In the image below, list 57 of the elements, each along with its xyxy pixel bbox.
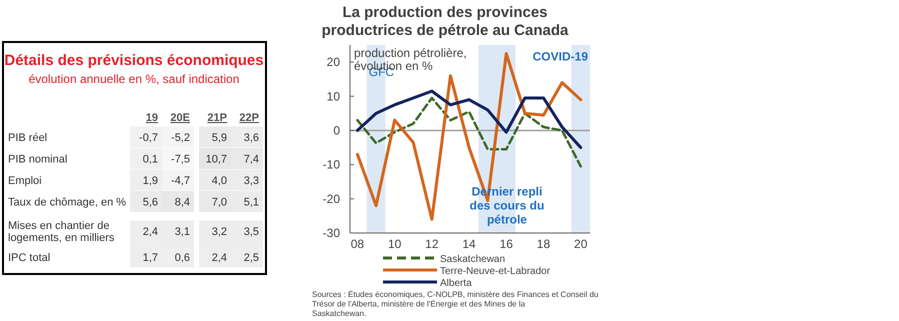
x-tick-label: 22P (239, 112, 259, 124)
data-label: 8,4 (174, 196, 190, 208)
legend-label: Terre-Neuve-et-Labrador (440, 266, 551, 277)
legend-label: Alberta (440, 278, 472, 289)
line-series (356, 90, 582, 150)
x-tick-label: 18 (536, 237, 550, 251)
data-label: 5,9 (212, 132, 227, 144)
x-tick-label: 10 (388, 237, 402, 251)
x-tick-label: 19 (146, 112, 158, 124)
data-label: 2,5 (244, 252, 259, 264)
data-label: 1,7 (142, 252, 158, 264)
line-series (356, 96, 582, 168)
y-tick-label: 0 (333, 123, 340, 138)
data-label: -5,2 (171, 132, 190, 144)
y-tick-label: PIB réel (8, 132, 48, 144)
y-tick-label: 10 (326, 89, 340, 104)
data-label: 2,4 (142, 226, 158, 238)
data-label: 7,4 (244, 154, 259, 166)
data-label: 5,6 (142, 196, 158, 208)
y-tick-label: PIB nominal (8, 154, 68, 166)
y-tick-label: -10 (322, 158, 340, 172)
legend-label: Saskatchewan (440, 254, 506, 265)
data-label: 2,4 (212, 252, 227, 264)
data-label: 0,1 (142, 154, 158, 166)
y-tick-label: Emploi (8, 175, 42, 187)
data-label: -4,7 (171, 175, 190, 187)
chart-subtitle: évolution annuelle en %, sauf indication (28, 72, 240, 86)
x-tick-label: 16 (500, 237, 514, 251)
y-tick-label: Mises en chantier de logements, en milliers (8, 220, 115, 244)
y-tick-label: Taux de chômage, en % (8, 196, 126, 208)
data-label: 5,1 (244, 196, 259, 208)
data-label: 3,2 (212, 226, 227, 238)
data-label: 3,6 (244, 132, 259, 144)
data-label: 3,3 (244, 175, 259, 187)
x-tick-label: 21P (207, 112, 227, 124)
data-label: 3,1 (174, 226, 190, 238)
x-tick-label: 14 (462, 237, 476, 251)
y-tick-label: IPC total (8, 252, 50, 264)
x-tick-label: 20E (170, 112, 190, 124)
data-label: 4,0 (212, 175, 227, 187)
y-tick-label: -30 (322, 226, 340, 240)
source-note: Sources : Études économiques, C-NOLPB, ministère des Finances et Conseil du Trésor de l'Alberta, ministère de l'Énergie et des Mines de la Saskatchewan. (312, 290, 598, 318)
data-label: 1,9 (142, 175, 158, 187)
chart-title: La production des provinces productrices de pétrole au Canada (322, 4, 570, 39)
data-label: 7,0 (212, 196, 227, 208)
y-tick-label: -20 (322, 192, 340, 206)
x-tick-label: 20 (574, 237, 588, 251)
data-label: 0,6 (174, 252, 190, 264)
data-label: 10,7 (206, 154, 227, 166)
x-tick-label: 12 (425, 237, 439, 251)
data-label: -0,7 (139, 132, 158, 144)
data-label: -7,5 (171, 154, 190, 166)
band-label: COVID-19 (532, 49, 588, 64)
x-tick-label: 08 (350, 237, 364, 251)
y-tick-label: 20 (326, 55, 340, 70)
data-label: 3,5 (244, 226, 259, 238)
chart-title: Détails des prévisions économiques (4, 52, 264, 69)
